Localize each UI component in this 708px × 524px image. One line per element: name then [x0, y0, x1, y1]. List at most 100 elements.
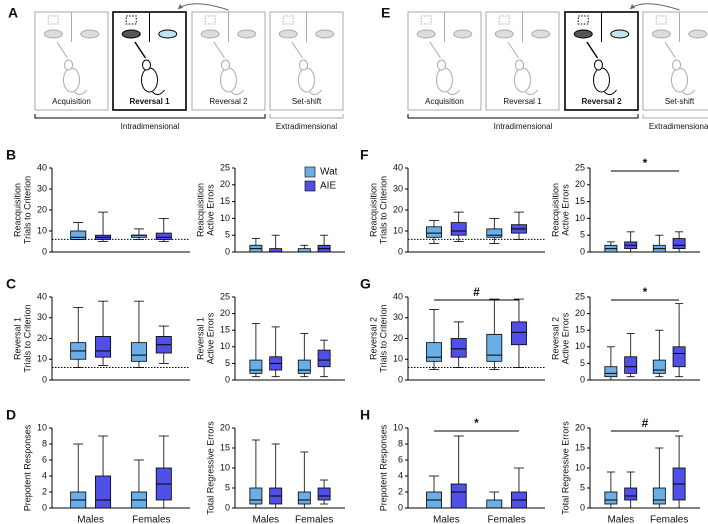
y-tick-label: 10: [575, 341, 585, 351]
y-tick-label: 20: [37, 204, 47, 214]
bracket: [269, 114, 344, 119]
dish: [494, 29, 514, 39]
box: [249, 359, 263, 374]
rat-tail: [152, 89, 165, 96]
x-tick-label: Females: [650, 515, 688, 524]
rat-tail: [447, 89, 460, 96]
panel-letter: E: [381, 5, 390, 21]
bracket: [642, 114, 708, 119]
significance-label: *: [643, 156, 648, 170]
box: [155, 232, 172, 240]
box: [297, 491, 311, 505]
choice-arrow: [664, 41, 676, 59]
y-axis-label: Active Errors: [205, 184, 215, 236]
rat-tail: [682, 89, 695, 96]
y-tick-label: 15: [575, 196, 585, 206]
dish: [158, 29, 178, 39]
y-tick-label: 20: [393, 204, 403, 214]
choice-arrow: [134, 41, 147, 59]
y-tick-label: 5: [580, 230, 585, 240]
y-axis-label: Total Regressive Errors: [205, 421, 215, 515]
y-tick-label: 0: [398, 246, 403, 256]
y-tick-label: 20: [575, 179, 585, 189]
y-tick-label: 25: [575, 291, 585, 301]
box: [450, 222, 467, 236]
box: [652, 487, 666, 505]
y-tick-label: 20: [575, 422, 585, 432]
y-axis-label: Trials to Criterion: [22, 304, 32, 372]
group-label: Intradimensional: [121, 122, 180, 131]
box: [604, 491, 618, 505]
y-axis-label: Reacquisition: [195, 183, 205, 237]
y-tick-label: 0: [42, 374, 47, 384]
box: [426, 226, 442, 238]
rat-head: [515, 59, 524, 71]
y-tick-label: 5: [580, 482, 585, 492]
y-tick-label: 40: [393, 291, 403, 301]
y-axis-label: Reversal 1: [12, 317, 22, 360]
y-tick-label: 6: [42, 454, 47, 464]
significance-label: #: [642, 416, 649, 430]
panel-letter: F: [360, 147, 369, 163]
y-tick-label: 20: [393, 333, 403, 343]
y-tick-label: 40: [37, 291, 47, 301]
y-tick-label: 0: [225, 374, 230, 384]
y-tick-label: 0: [580, 502, 585, 512]
box: [297, 248, 311, 253]
stage-label: Reversal 2: [209, 97, 248, 106]
dish: [200, 29, 220, 39]
y-tick-label: 30: [37, 183, 47, 193]
rat-body: [436, 67, 453, 93]
y-axis-label: Reversal 2: [368, 317, 378, 360]
box: [624, 487, 638, 501]
y-tick-label: 10: [220, 341, 230, 351]
y-tick-label: 0: [225, 502, 230, 512]
box: [269, 248, 283, 253]
y-tick-label: 0: [42, 502, 47, 512]
x-tick-label: Males: [77, 515, 104, 524]
y-axis-label: Active Errors: [205, 312, 215, 364]
y-tick-label: 20: [37, 333, 47, 343]
box: [450, 338, 467, 358]
rat-head: [594, 59, 603, 71]
dish: [651, 29, 671, 39]
y-tick-label: 20: [575, 308, 585, 318]
y-tick-label: 8: [42, 438, 47, 448]
y-tick-label: 10: [393, 422, 403, 432]
y-tick-label: 10: [37, 422, 47, 432]
rat-tail: [525, 89, 538, 96]
y-tick-label: 10: [393, 354, 403, 364]
y-axis-label: Total Regressive Errors: [560, 421, 570, 515]
rat-body: [141, 67, 158, 93]
y-tick-label: 10: [37, 354, 47, 364]
y-tick-label: 10: [575, 213, 585, 223]
significance-label: *: [643, 285, 648, 299]
box: [672, 346, 686, 368]
box: [672, 238, 686, 250]
y-tick-label: 30: [393, 183, 403, 193]
dish: [237, 29, 257, 39]
box: [624, 356, 638, 374]
rat-body: [514, 67, 531, 93]
arrow-head: [178, 4, 183, 9]
rat-head: [299, 59, 308, 71]
arrow-head: [630, 4, 635, 9]
dish: [610, 29, 630, 39]
choice-arrow: [507, 41, 519, 59]
dish: [80, 29, 100, 39]
y-tick-label: 10: [220, 213, 230, 223]
choice-arrow: [586, 41, 599, 59]
y-axis-label: Active Errors: [560, 184, 570, 236]
rat-head: [142, 59, 151, 71]
y-axis-label: Prepotent Responses: [378, 424, 388, 511]
dish: [43, 29, 63, 39]
dish: [121, 29, 141, 39]
y-tick-label: 0: [42, 246, 47, 256]
stage-label: Reversal 1: [503, 97, 542, 106]
rat-head: [221, 59, 230, 71]
y-tick-label: 10: [393, 225, 403, 235]
y-tick-label: 4: [398, 470, 403, 480]
panel-letter: A: [8, 5, 18, 21]
y-tick-label: 4: [42, 470, 47, 480]
dish: [688, 29, 708, 39]
